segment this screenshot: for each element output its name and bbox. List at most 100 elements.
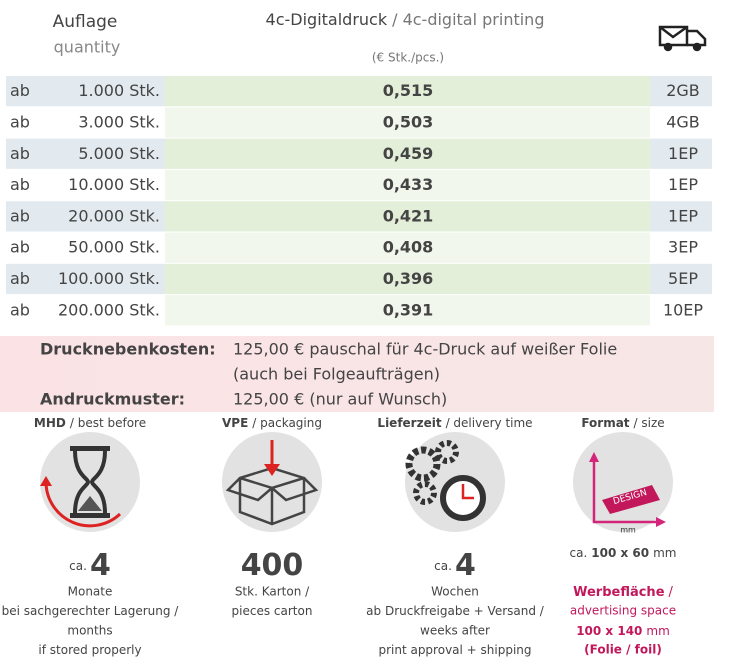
table-row: ab 20.000 Stk. 0,421 1EP [6,201,712,232]
advertising-area: 100 x 140 [576,624,642,638]
row-left-bg [6,201,165,232]
product-header: 4c-Digitaldruck/ 4c-digital printing [266,10,545,29]
quantity-header: Auflage [53,12,118,32]
row-price: 0,459 [383,144,434,163]
row-left-bg [6,107,165,138]
format-title-en: / size [634,416,665,430]
row-right-bg [650,169,712,201]
format-title-de: Format [581,416,629,430]
row-right-bg [650,107,712,138]
feature-number: 4 [90,548,111,583]
feature-caption: bei sachgerechter Lagerung / [2,604,180,618]
row-left-bg [6,232,165,263]
advertising-size: 100 x 140 mm [576,624,670,638]
row-prefix: ab [10,112,30,131]
format-value: 100 x 60 [591,546,649,560]
cost-text: (auch bei Folgeaufträgen) [233,365,440,384]
feature-caption: print approval + shipping [378,643,531,657]
row-prefix: ab [10,206,30,225]
feature-title: VPE / packaging [222,416,322,430]
row-price: 0,433 [383,175,434,194]
row-quantity: 200.000 Stk. [58,300,160,319]
row-price-bg [165,201,650,232]
feature-value: ca. 4 [69,548,111,583]
format-unit: mm [653,546,676,560]
feature-title-en: / best before [70,416,146,430]
table-row: ab 100.000 Stk. 0,396 5EP [6,263,712,295]
product-title-en: / 4c-digital printing [392,10,544,29]
row-shipping: 1EP [668,175,698,194]
table-row: ab 10.000 Stk. 0,433 1EP [6,169,712,201]
row-price-bg [165,138,650,169]
feature-caption: if stored properly [38,643,141,657]
row-quantity: 3.000 Stk. [78,112,160,131]
cost-label: Drucknebenkosten: [40,340,216,359]
cost-text: 125,00 € pauschal für 4c-Druck auf weiße… [233,340,617,359]
row-prefix: ab [10,175,30,194]
feature-prefix: ca. [434,559,452,573]
table-row: ab 50.000 Stk. 0,408 3EP [6,232,712,263]
feature-title-de: Lieferzeit [377,416,441,430]
feature-caption: pieces carton [232,604,313,618]
row-price: 0,408 [383,238,434,257]
row-prefix: ab [10,238,30,257]
row-price: 0,515 [383,81,434,100]
row-price-bg [165,263,650,295]
row-left-bg [6,76,165,107]
feature-number: 4 [455,548,476,583]
format-icon-unit: mm [620,526,636,535]
gears-icon [405,432,505,532]
row-quantity: 50.000 Stk. [68,238,160,257]
format-title: Format / size [581,416,664,430]
table-row: ab 200.000 Stk. 0,391 10EP [6,295,712,326]
row-shipping: 3EP [668,238,698,257]
advertising-unit: mm [646,624,669,638]
row-shipping: 5EP [668,269,698,288]
feature-title-en: / packaging [252,416,322,430]
row-right-bg [650,76,712,107]
feature-title-en: / delivery time [446,416,533,430]
row-prefix: ab [10,269,30,288]
feature-title: Lieferzeit / delivery time [377,416,532,430]
box-icon [222,432,322,532]
row-price-bg [165,107,650,138]
row-left-bg [6,295,165,326]
row-shipping: 2GB [666,81,700,100]
row-prefix: ab [10,81,30,100]
row-price-bg [165,232,650,263]
row-right-bg [650,295,712,326]
feature-title: MHD / best before [34,416,146,430]
row-left-bg [6,263,165,295]
advertising-title-en: advertising space [570,604,676,618]
row-shipping: 10EP [663,300,703,319]
feature-title-de: MHD [34,416,66,430]
row-right-bg [650,263,712,295]
row-prefix: ab [10,144,30,163]
feature-caption: Monate [68,585,113,599]
feature-value: ca. 4 [434,548,476,583]
row-price: 0,503 [383,112,434,131]
format-size: ca. 100 x 60 mm [570,546,677,560]
table-row: ab 5.000 Stk. 0,459 1EP [6,138,712,169]
row-shipping: 1EP [668,144,698,163]
truck-icon [658,25,707,52]
feature-caption: weeks after [420,624,490,638]
format-prefix: ca. [570,546,588,560]
advertising-note: (Folie / foil) [584,643,662,657]
feature-title-de: VPE [222,416,248,430]
advertising-sep: / [669,585,674,600]
row-right-bg [650,138,712,169]
advertising-title-de: Werbefläche [573,585,665,600]
row-shipping: 1EP [668,206,698,225]
table-row: ab 1.000 Stk. 0,515 2GB [6,76,712,107]
row-right-bg [650,201,712,232]
row-prefix: ab [10,300,30,319]
row-price: 0,396 [383,269,434,288]
feature-caption: months [67,624,112,638]
row-right-bg [650,232,712,263]
row-quantity: 5.000 Stk. [78,144,160,163]
feature-caption: Stk. Karton / [235,585,310,599]
